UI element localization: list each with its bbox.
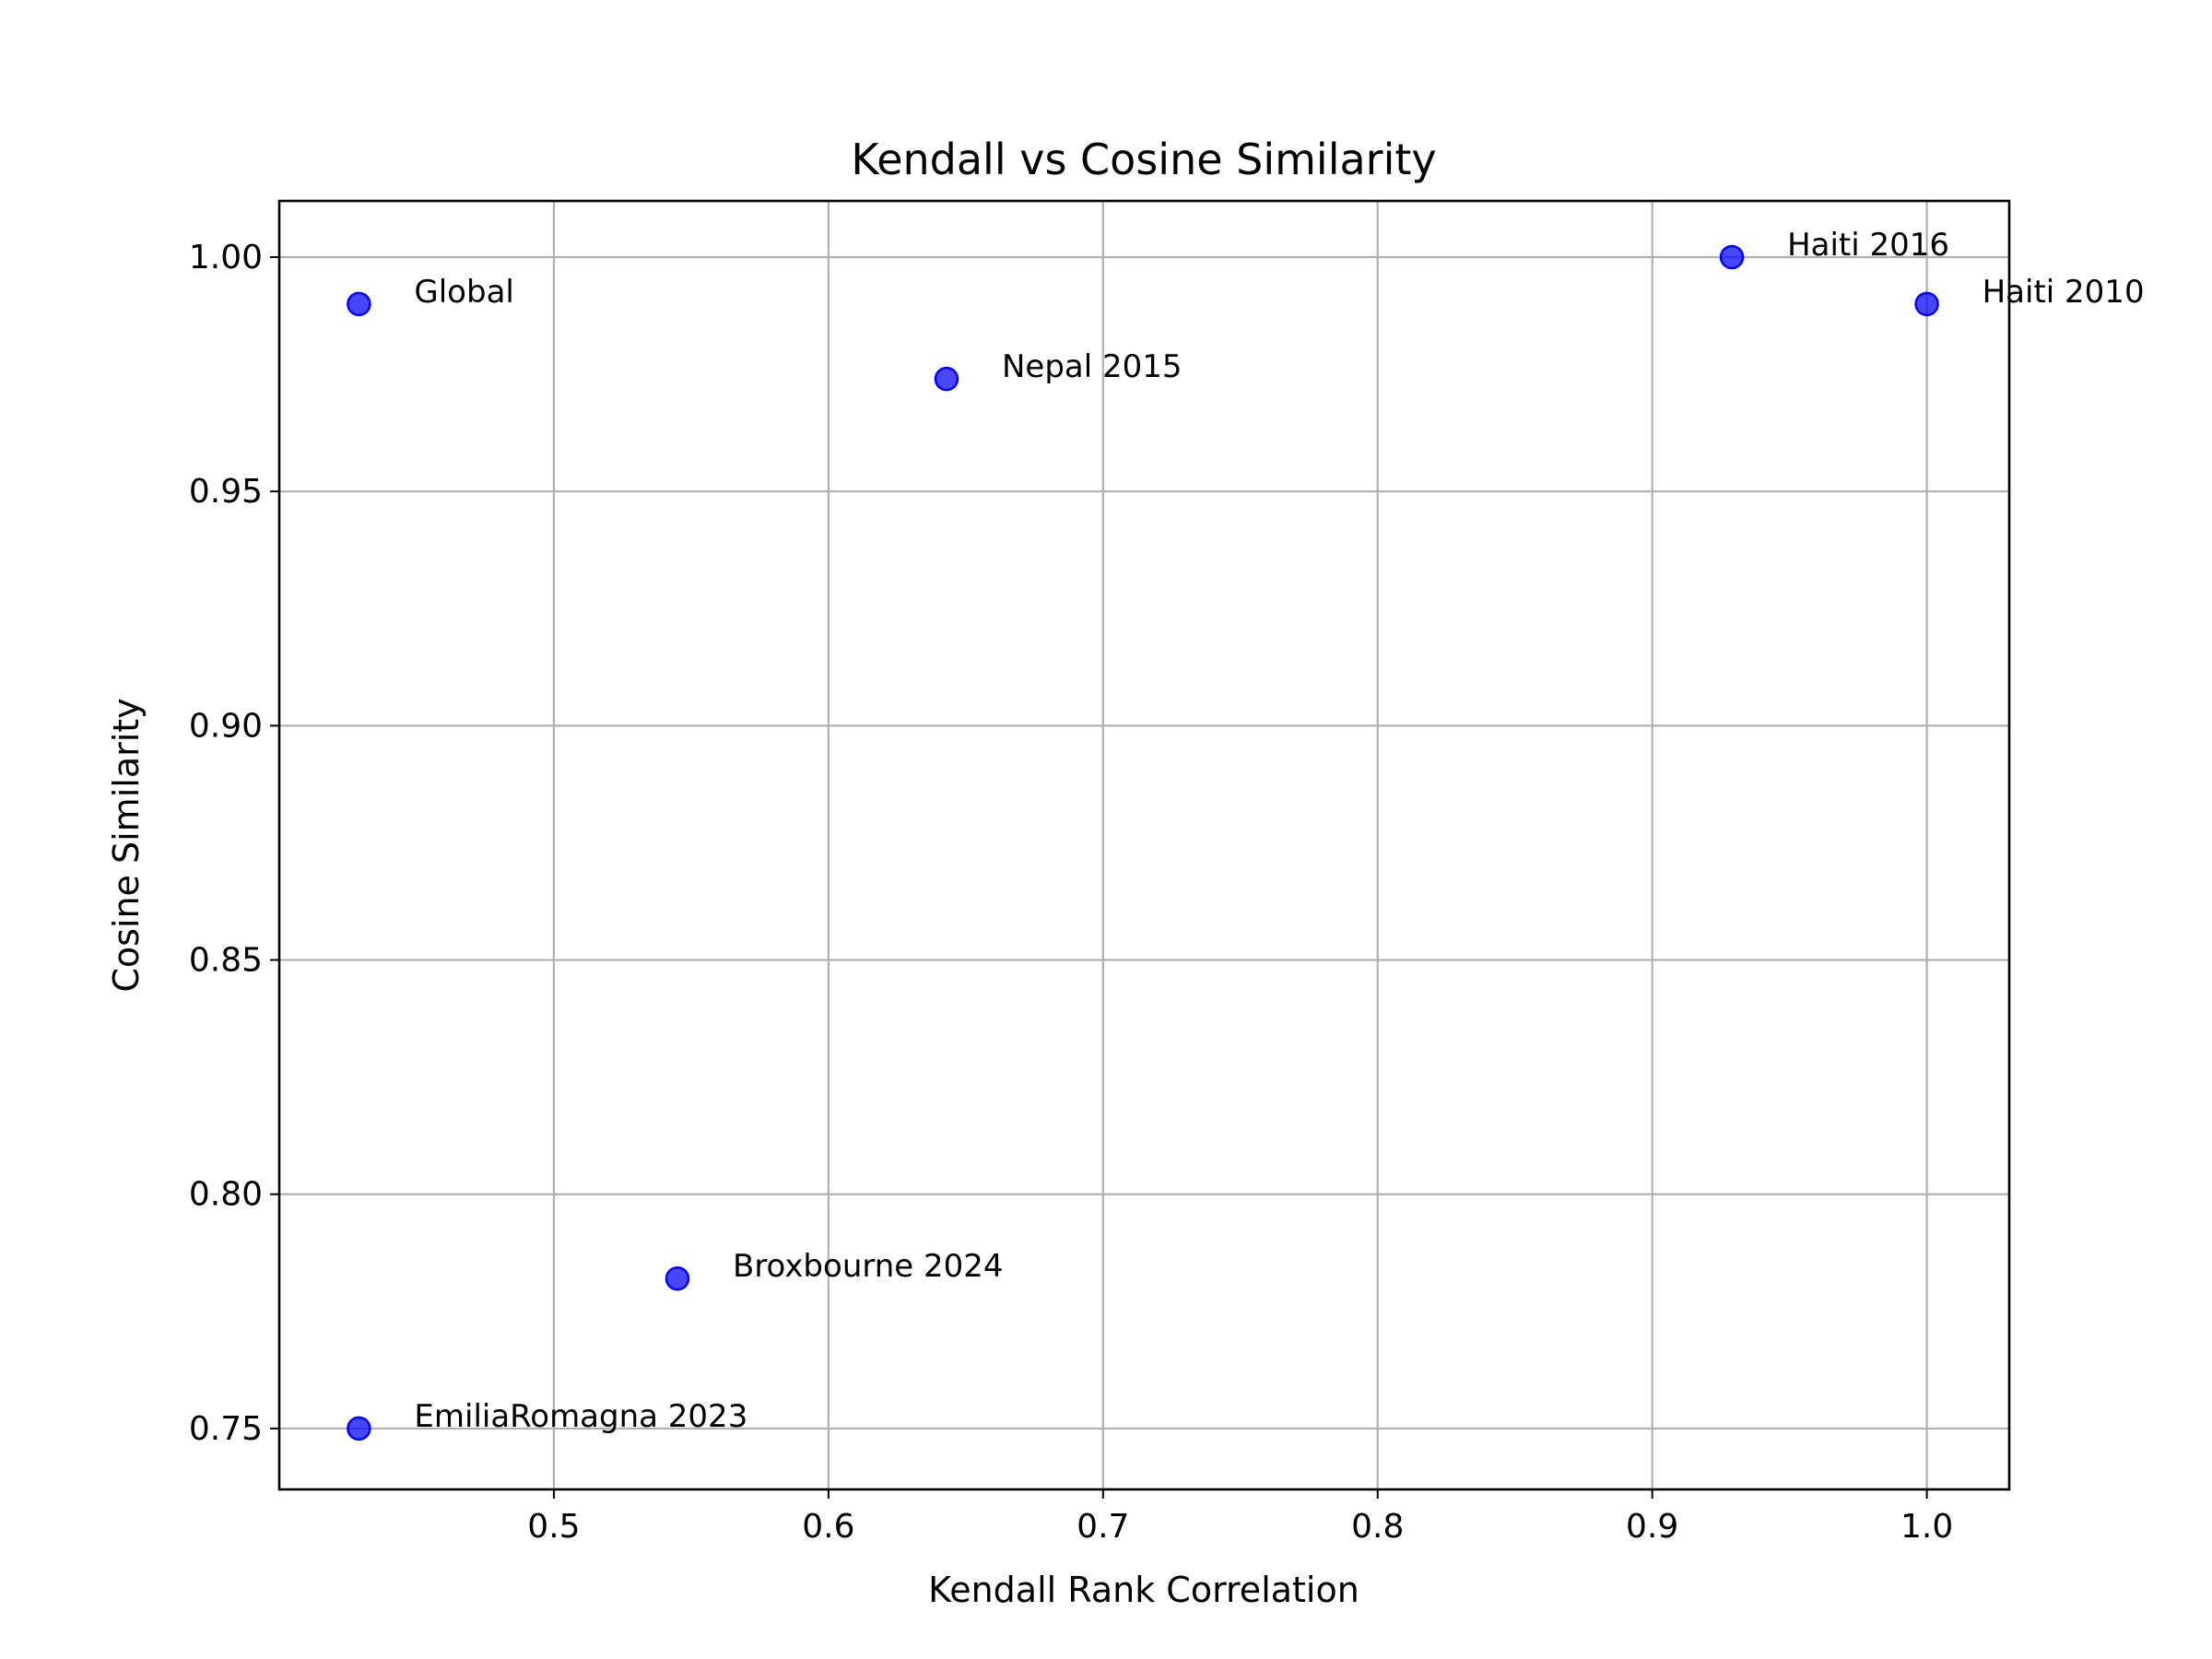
x-tick-label: 0.6 [802, 1508, 854, 1546]
data-point [934, 366, 959, 392]
axis-ticks: 0.5 0.6 0.7 0.8 0.9 1.0 0.75 0.80 0.85 0.90 0.95 1.… [189, 239, 1953, 1546]
y-tick-label: 0.90 [189, 707, 263, 745]
x-axis-label: Kendall Rank Correlation [928, 1570, 1359, 1610]
data-points: Global Nepal 2015 Haiti 2016 Haiti 2010 Brox… [347, 227, 2145, 1441]
data-point-label: Haiti 2016 [1787, 227, 1949, 264]
data-point-label: Haiti 2010 [1983, 274, 2145, 311]
grid [279, 201, 2009, 1489]
x-tick-label: 0.8 [1351, 1508, 1404, 1546]
data-point [1719, 244, 1745, 270]
data-point-label: Nepal 2015 [1002, 348, 1182, 385]
x-tick-label: 1.0 [1900, 1508, 1953, 1546]
data-point-label: Global [414, 274, 513, 311]
data-point [1914, 291, 1939, 317]
data-point-label: Broxbourne 2024 [733, 1248, 1004, 1285]
data-point-label: EmiliaRomagna 2023 [414, 1398, 747, 1435]
y-tick-label: 0.80 [189, 1176, 263, 1214]
x-tick-label: 0.9 [1626, 1508, 1678, 1546]
x-tick-label: 0.7 [1077, 1508, 1129, 1546]
data-point [347, 291, 371, 317]
y-tick-label: 0.85 [189, 942, 263, 980]
x-tick-label: 0.5 [527, 1508, 580, 1546]
data-point [665, 1265, 690, 1291]
y-tick-label: 0.95 [189, 473, 263, 511]
data-point [347, 1416, 371, 1441]
y-tick-label: 1.00 [189, 239, 263, 276]
y-axis-label: Cosine Similarity [106, 698, 147, 992]
chart-title: Kendall vs Cosine Similarity [851, 135, 1436, 184]
y-tick-label: 0.75 [189, 1410, 263, 1448]
plot-frame [277, 199, 2011, 1491]
